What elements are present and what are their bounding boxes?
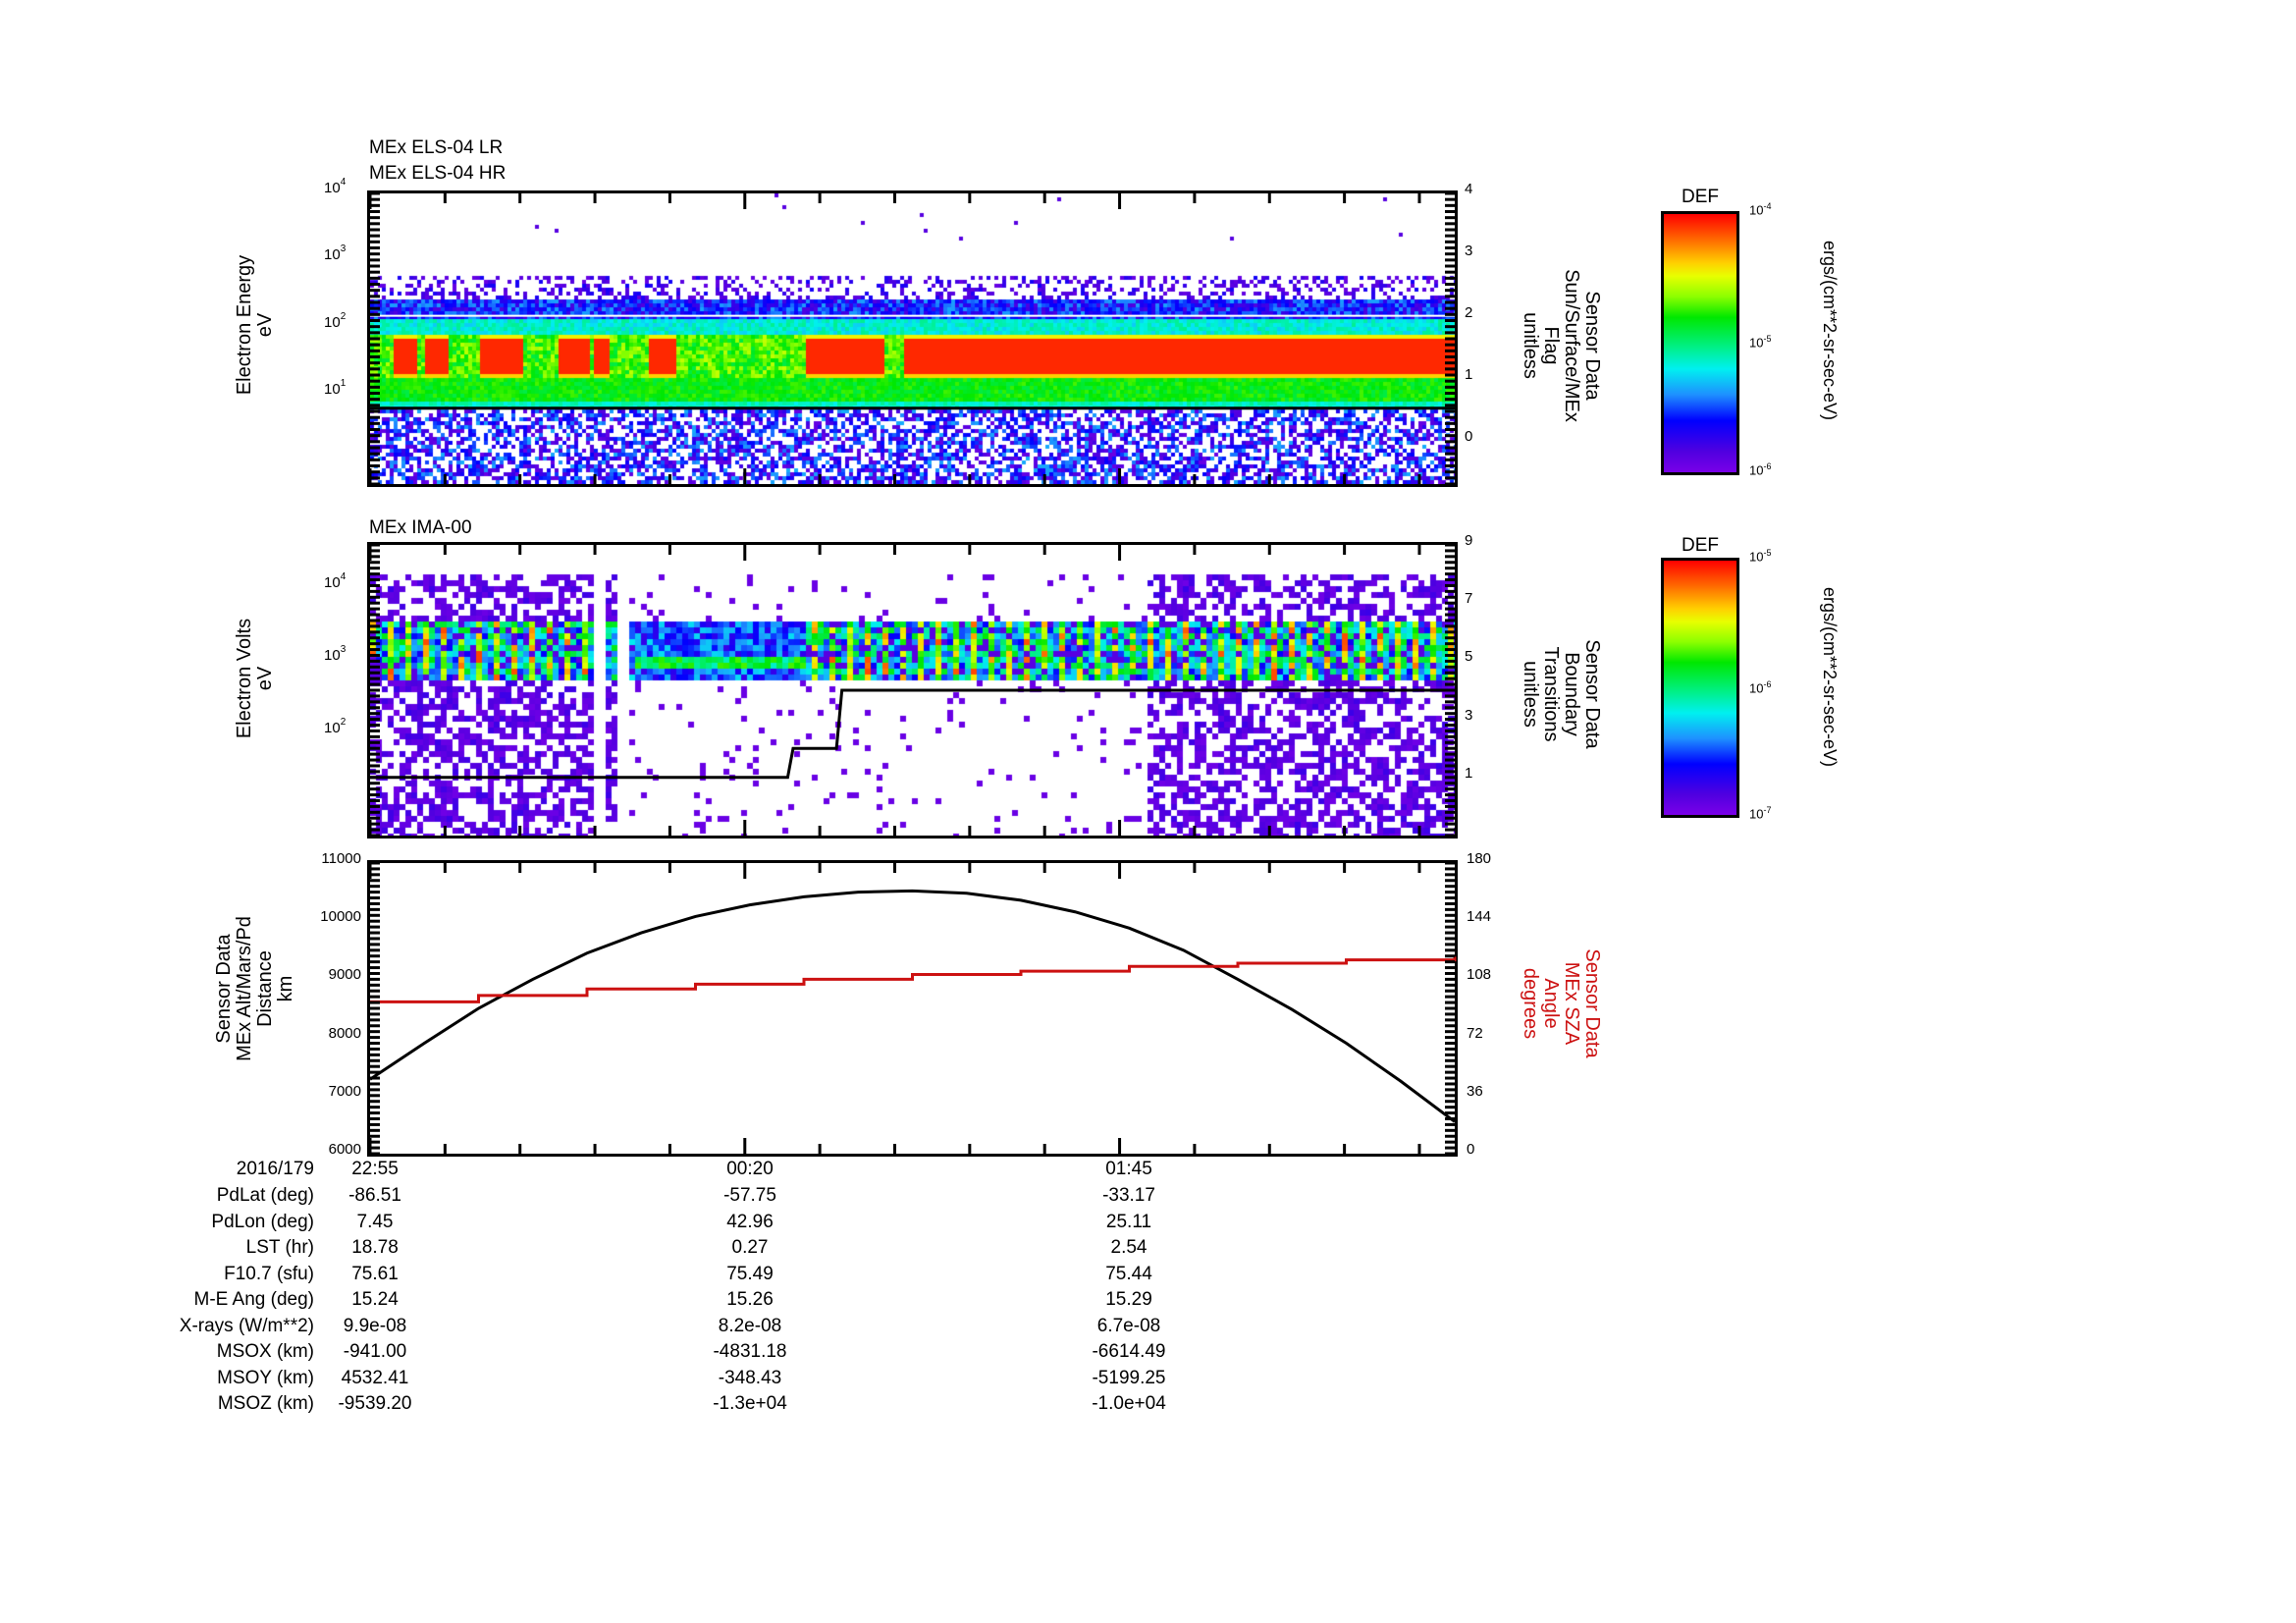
els-colorbar-min: 10-6 (1749, 461, 1772, 478)
els-spectrogram-panel (367, 190, 1458, 487)
ephemeris-row-label: MSOX (km) (216, 1341, 314, 1362)
els-left-tick: 104 (324, 177, 347, 196)
ephemeris-value: 15.29 (1105, 1289, 1152, 1310)
els-right-tick: 3 (1465, 242, 1473, 259)
ephemeris-value: 9.9e-08 (343, 1315, 407, 1336)
ephemeris-value: 6.7e-08 (1096, 1315, 1161, 1336)
ima-left-axis-label: Electron Volts eV (234, 618, 276, 739)
ephemeris-row-label: PdLat (deg) (216, 1185, 314, 1206)
orbit-left-tick: 8000 (328, 1024, 361, 1042)
ephemeris-value: 25.11 (1105, 1211, 1152, 1232)
ephemeris-value: -348.43 (718, 1367, 782, 1388)
ima-right-tick: 3 (1465, 706, 1473, 724)
orbit-left-tick: 11000 (321, 850, 361, 867)
ephemeris-value: -57.75 (723, 1185, 776, 1206)
els-right-tick: 0 (1465, 427, 1473, 445)
ephemeris-date: 2016/179 (236, 1159, 314, 1179)
ephemeris-value: 15.26 (726, 1289, 774, 1310)
els-colorbar-units: ergs/(cm**2-sr-sec-eV) (1820, 241, 1840, 421)
els-left-tick: 103 (324, 243, 347, 264)
ima-colorbar-title: DEF (1682, 535, 1719, 556)
els-right-tick: 2 (1465, 303, 1473, 321)
els-title-lr: MEx ELS-04 LR (369, 137, 504, 158)
ephemeris-value: 42.96 (726, 1211, 774, 1232)
ephemeris-value: 75.61 (351, 1263, 399, 1284)
ephemeris-value: -86.51 (348, 1185, 401, 1206)
orbit-right-tick: 180 (1467, 850, 1492, 867)
ima-right-tick: 7 (1465, 590, 1473, 608)
ephemeris-value: 7.45 (356, 1211, 394, 1232)
els-axes-overlay (368, 191, 1455, 486)
ephemeris-value: -33.17 (1102, 1185, 1155, 1206)
ima-right-tick: 9 (1465, 532, 1473, 549)
els-right-axis-label: Sensor Data Sun/Surface/MEx Flag unitles… (1520, 269, 1603, 422)
orbit-right-axis-label: Sensor Data MEx SZA Angle degrees (1520, 948, 1603, 1058)
ima-right-axis-label: Sensor Data Boundary Transitions unitles… (1520, 639, 1603, 749)
els-left-tick: 101 (324, 378, 347, 399)
ephemeris-value: 75.44 (1105, 1263, 1152, 1284)
ephemeris-value: 0.27 (731, 1237, 769, 1258)
ephemeris-value: 75.49 (726, 1263, 774, 1284)
ima-colorbar (1661, 558, 1739, 818)
orbit-left-tick: 10000 (320, 908, 361, 926)
els-left-axis-label: Electron Energy eV (234, 254, 276, 396)
ima-left-tick: 102 (324, 717, 347, 737)
els-spectrogram (370, 193, 1455, 484)
els-colorbar-max: 10-4 (1749, 201, 1772, 218)
ima-right-tick: 1 (1465, 764, 1473, 782)
ima-colorbar-min: 10-7 (1749, 805, 1772, 822)
ephemeris-row-label: MSOZ (km) (217, 1393, 314, 1414)
ephemeris-value: -6614.49 (1092, 1341, 1166, 1362)
orbit-left-tick: 7000 (328, 1082, 361, 1100)
orbit-right-tick: 72 (1467, 1024, 1483, 1042)
orbit-right-tick: 0 (1467, 1141, 1475, 1158)
ephemeris-value: 4532.41 (341, 1367, 409, 1388)
ephemeris-row-label: MSOY (km) (217, 1367, 314, 1388)
els-colorbar-title: DEF (1682, 187, 1719, 207)
ephemeris-value: -4831.18 (713, 1341, 787, 1362)
ima-colorbar-max: 10-5 (1749, 548, 1772, 565)
els-right-tick: 4 (1465, 181, 1473, 197)
ephemeris-value: 18.78 (351, 1237, 399, 1258)
ephemeris-row-label: F10.7 (sfu) (224, 1263, 314, 1284)
ephemeris-value: 15.24 (351, 1289, 399, 1310)
ephemeris-value: -5199.25 (1092, 1367, 1166, 1388)
ima-left-tick: 104 (324, 571, 347, 592)
ima-left-tick: 103 (324, 644, 347, 665)
ima-title: MEx IMA-00 (369, 517, 472, 538)
ephemeris-value: 8.2e-08 (718, 1315, 782, 1336)
ima-colorbar-mid: 10-6 (1749, 679, 1772, 696)
ephemeris-value: 2.54 (1110, 1237, 1148, 1258)
ephemeris-value: -9539.20 (338, 1393, 412, 1414)
time-tick-1: 00:20 (726, 1159, 774, 1179)
ima-spectrogram-panel (367, 542, 1458, 839)
time-tick-2: 01:45 (1105, 1159, 1152, 1179)
els-title-hr: MEx ELS-04 HR (369, 163, 507, 184)
ephemeris-value: -1.0e+04 (1092, 1393, 1166, 1414)
ima-colorbar-units: ergs/(cm**2-sr-sec-eV) (1820, 587, 1840, 768)
orbit-left-axis-label: Sensor Data MEx Alt/Mars/Pd Distance km (213, 916, 296, 1061)
ephemeris-row-label: M-E Ang (deg) (193, 1289, 315, 1310)
els-left-tick: 102 (324, 310, 347, 331)
ephemeris-value: -1.3e+04 (713, 1393, 787, 1414)
time-tick-0: 22:55 (351, 1159, 399, 1179)
orbit-line-chart-panel (367, 860, 1458, 1157)
orbit-right-tick: 108 (1467, 966, 1492, 984)
ephemeris-row-label: LST (hr) (245, 1237, 314, 1258)
orbit-right-tick: 144 (1467, 908, 1492, 926)
ephemeris-row-label: PdLon (deg) (211, 1211, 314, 1232)
els-colorbar-mid: 10-5 (1749, 334, 1772, 351)
ephemeris-value: -941.00 (343, 1341, 407, 1362)
els-right-tick: 1 (1465, 365, 1473, 383)
ephemeris-row-label: X-rays (W/m**2) (179, 1315, 314, 1336)
orbit-right-tick: 36 (1467, 1082, 1483, 1100)
orbit-line-chart (368, 861, 1457, 1156)
orbit-left-tick: 9000 (328, 966, 361, 984)
orbit-left-tick: 6000 (328, 1141, 361, 1158)
ima-right-tick: 5 (1465, 648, 1473, 666)
els-colorbar (1661, 211, 1739, 475)
ima-axes-overlay (368, 543, 1455, 838)
